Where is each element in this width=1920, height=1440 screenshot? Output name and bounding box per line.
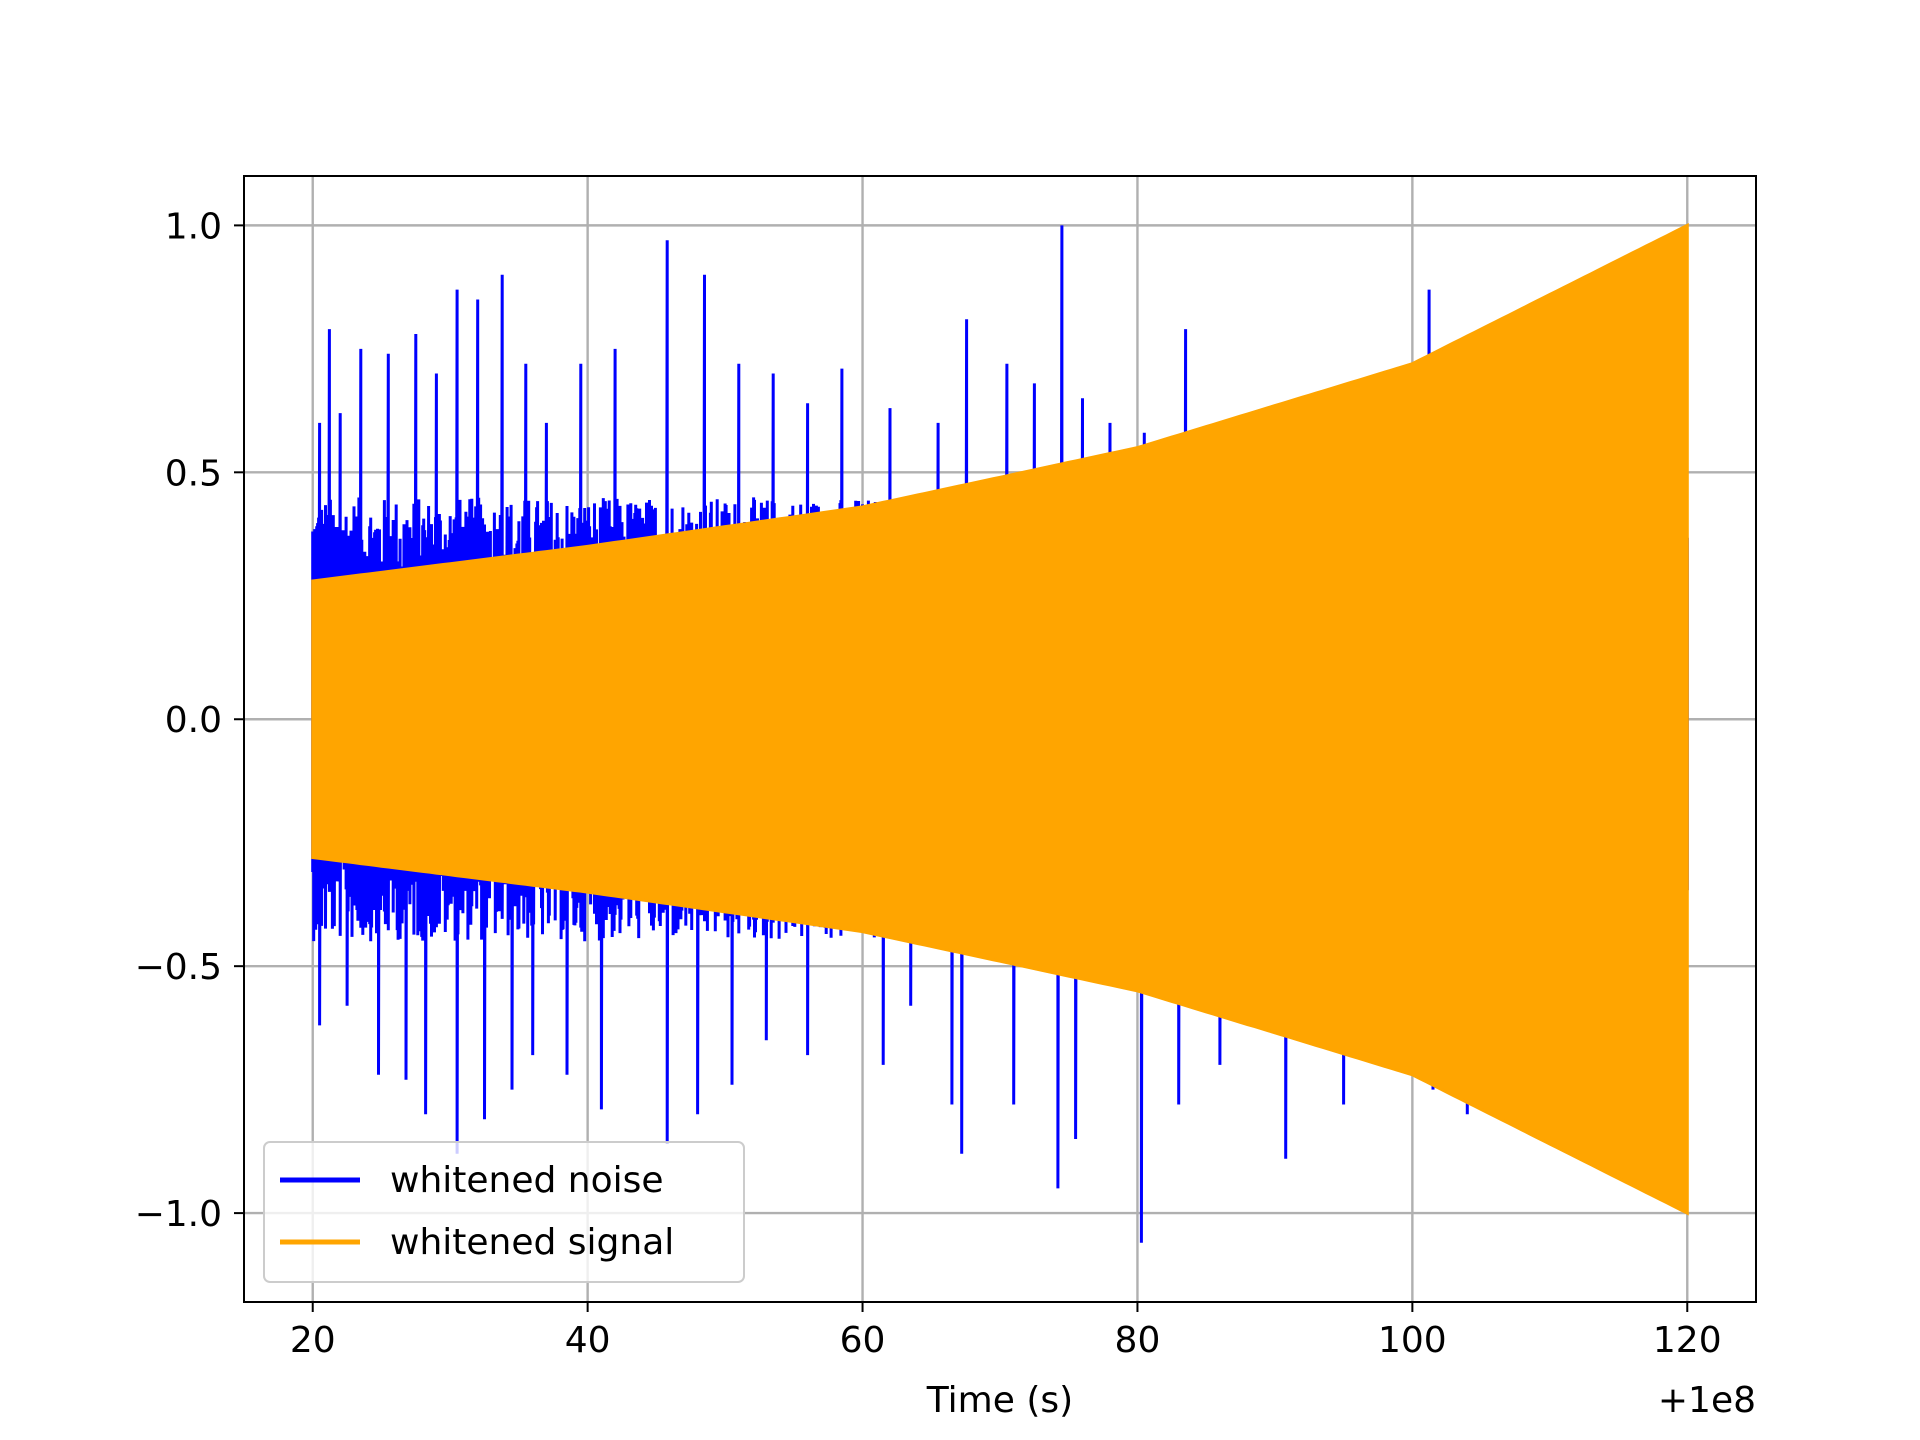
x-offset-label: +1e8 <box>1658 1380 1756 1421</box>
x-tick-label: 80 <box>1115 1320 1161 1361</box>
x-tick-label: 40 <box>565 1320 611 1361</box>
legend: whitened noise whitened signal <box>263 1141 745 1283</box>
ticks: 20 40 60 80 100 120 −1.0 −0.5 0.0 0.5 1.0 <box>135 206 1722 1361</box>
x-tick-label: 20 <box>290 1320 336 1361</box>
series-whitened-signal <box>311 222 1689 1216</box>
x-tick-label: 100 <box>1378 1320 1447 1361</box>
legend-entry-whitened-noise: whitened noise <box>390 1160 664 1201</box>
y-tick-label: −0.5 <box>135 947 222 988</box>
y-tick-label: −1.0 <box>135 1194 222 1235</box>
y-tick-label: 0.0 <box>165 700 222 741</box>
x-tick-label: 60 <box>840 1320 886 1361</box>
plot-frame <box>243 175 1757 1303</box>
x-tick-label: 120 <box>1653 1320 1722 1361</box>
legend-box <box>263 1141 745 1283</box>
y-tick-label: 1.0 <box>165 206 222 247</box>
x-axis-label: Time (s) <box>926 1380 1073 1421</box>
series-layer <box>311 222 1689 1243</box>
y-tick-label: 0.5 <box>165 453 222 494</box>
legend-entry-whitened-signal: whitened signal <box>390 1222 674 1263</box>
